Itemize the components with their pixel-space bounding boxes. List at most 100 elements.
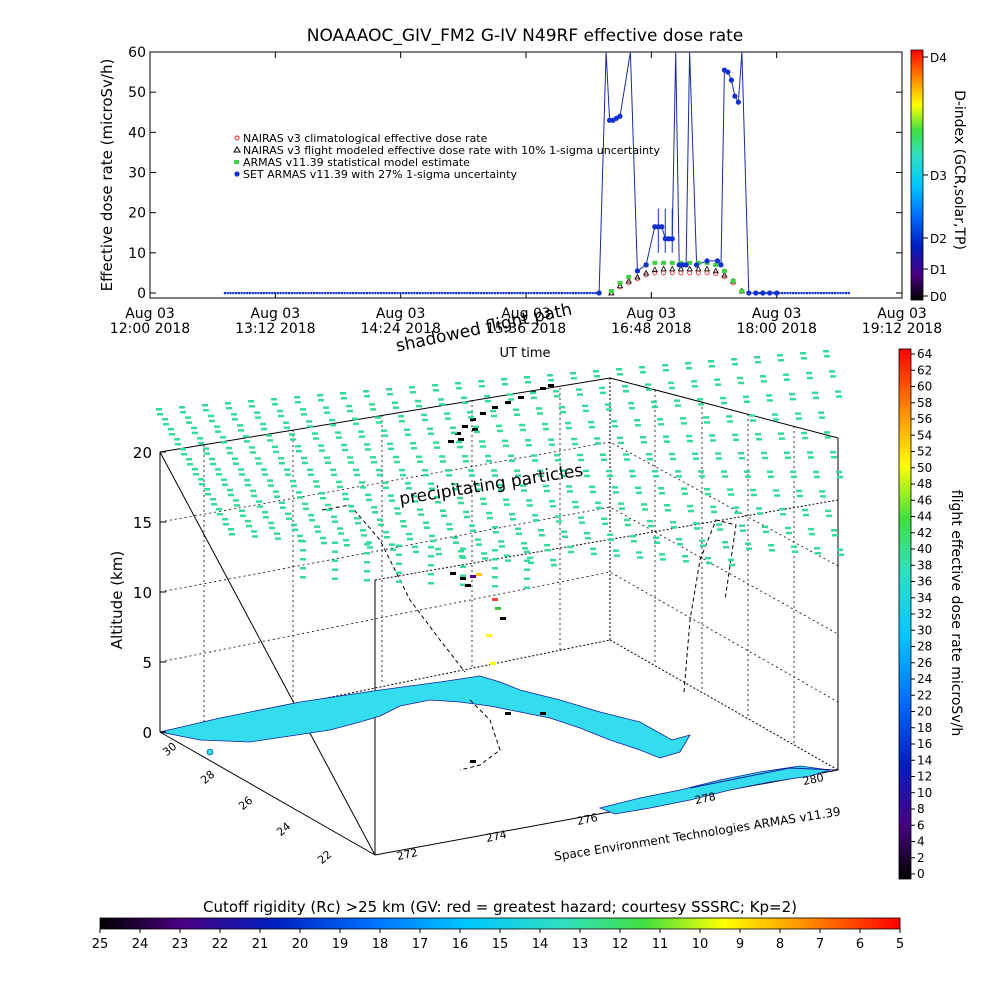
descent-marker xyxy=(490,662,496,665)
flight-map-3d: 0 5 10 15 20 30 28 26 24 22 272 274 276 278 280 Alti… xyxy=(108,300,844,867)
dose-marker xyxy=(731,358,737,361)
dose-marker xyxy=(820,495,826,498)
dose-marker xyxy=(768,544,774,547)
dose-marker xyxy=(382,481,388,485)
dose-marker xyxy=(251,530,257,533)
baseline-point xyxy=(560,292,564,295)
baseline-point xyxy=(530,292,533,295)
dose-marker xyxy=(813,470,819,474)
dose-marker xyxy=(479,385,485,388)
dose-marker xyxy=(681,487,687,490)
dose-marker xyxy=(388,494,394,497)
dose-marker xyxy=(538,474,544,477)
dose-cb-tick-label: 32 xyxy=(917,607,932,621)
dose-marker xyxy=(256,462,262,465)
dose-marker xyxy=(527,556,533,560)
dose-marker xyxy=(779,508,785,511)
dose-marker xyxy=(536,407,542,410)
dose-marker xyxy=(307,468,313,471)
dose-marker xyxy=(389,499,395,502)
dose-marker xyxy=(792,550,798,553)
dose-marker xyxy=(318,444,324,447)
dose-marker xyxy=(192,431,198,435)
baseline-point xyxy=(792,292,795,295)
dose-marker xyxy=(227,488,233,492)
baseline-point xyxy=(354,292,357,295)
dose-marker xyxy=(455,382,461,385)
armas-model-point xyxy=(678,260,684,265)
dose-marker xyxy=(744,470,750,473)
dose-marker xyxy=(418,513,424,516)
dose-marker xyxy=(460,547,466,550)
dose-marker xyxy=(761,451,767,455)
dose-marker xyxy=(601,458,607,461)
dose-cb-tick-label: 52 xyxy=(917,445,932,459)
dose-marker xyxy=(493,531,499,534)
dose-marker xyxy=(547,374,553,377)
dose-marker xyxy=(347,409,353,413)
dose-marker xyxy=(233,462,239,465)
dose-marker xyxy=(744,400,750,403)
x-tick-label: 12:00 2018 xyxy=(110,321,190,337)
dose-marker xyxy=(796,489,802,493)
dose-marker xyxy=(832,534,838,537)
latitude-tick-label: 22 xyxy=(315,848,334,867)
dose-marker xyxy=(451,431,457,435)
dose-marker xyxy=(300,408,306,411)
timeseries-x-label: UT time xyxy=(500,346,551,361)
dose-marker xyxy=(682,555,688,558)
d-index-tick-label: D3 xyxy=(930,169,947,183)
baseline-point xyxy=(301,292,305,295)
baseline-point xyxy=(460,292,463,295)
dose-marker xyxy=(505,559,511,562)
set-armas-point xyxy=(617,113,623,119)
dose-marker xyxy=(572,442,578,446)
dose-marker xyxy=(246,524,252,528)
dose-marker xyxy=(294,396,300,399)
dose-marker xyxy=(721,470,727,473)
baseline-point xyxy=(828,292,831,295)
dose-marker xyxy=(411,447,417,450)
dose-marker xyxy=(217,513,223,516)
baseline-point xyxy=(572,292,575,295)
dose-marker xyxy=(784,378,790,381)
dose-marker xyxy=(591,552,597,556)
dose-marker xyxy=(473,425,479,429)
dose-marker xyxy=(297,534,303,538)
dose-marker xyxy=(300,549,306,552)
baseline-point xyxy=(226,292,229,295)
dose-marker xyxy=(271,398,277,401)
dose-marker xyxy=(330,468,336,472)
dose-marker xyxy=(266,434,272,437)
cutoff-tick-label: 22 xyxy=(212,937,229,952)
baseline-point xyxy=(544,292,547,295)
x-tick-label: 16:48 2018 xyxy=(611,321,691,337)
dose-marker xyxy=(428,573,434,576)
florida-land xyxy=(159,675,691,759)
dose-cb-tick-label: 50 xyxy=(917,461,932,475)
dose-marker xyxy=(354,517,360,520)
dose-marker xyxy=(593,370,599,373)
descent-marker xyxy=(460,577,466,580)
baseline-point xyxy=(538,292,541,295)
dose-marker xyxy=(445,469,451,472)
nairas-flight-point xyxy=(651,266,658,273)
dose-marker xyxy=(410,391,416,394)
dose-marker xyxy=(412,545,418,549)
dose-marker xyxy=(530,391,536,395)
dose-marker xyxy=(456,440,462,444)
dose-marker xyxy=(387,393,393,396)
dose-marker xyxy=(400,473,406,477)
baseline-point xyxy=(583,292,586,295)
dose-marker xyxy=(181,453,187,456)
baseline-point xyxy=(494,292,497,295)
set-armas-point xyxy=(634,268,641,274)
dose-marker xyxy=(734,511,740,514)
dose-marker xyxy=(377,518,383,521)
dose-marker xyxy=(474,430,480,434)
dose-marker xyxy=(705,556,711,560)
dose-marker xyxy=(692,452,698,455)
dose-marker xyxy=(377,473,383,477)
dose-marker xyxy=(613,491,619,494)
dose-marker xyxy=(338,532,344,535)
